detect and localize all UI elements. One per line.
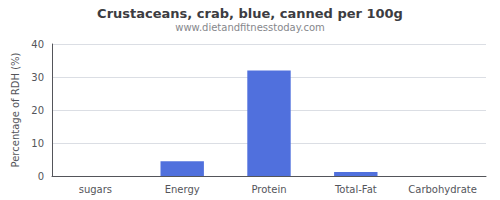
svg-text:40: 40 [31, 39, 44, 50]
svg-text:Total-Fat: Total-Fat [334, 184, 377, 195]
svg-text:10: 10 [31, 138, 44, 149]
svg-text:0: 0 [38, 171, 44, 182]
svg-text:sugars: sugars [79, 184, 112, 195]
svg-text:Protein: Protein [251, 184, 286, 195]
svg-text:Crustaceans, crab, blue, canne: Crustaceans, crab, blue, canned per 100g [97, 6, 403, 21]
svg-text:www.dietandfitnesstoday.com: www.dietandfitnesstoday.com [175, 22, 324, 33]
svg-text:Carbohydrate: Carbohydrate [408, 184, 477, 195]
svg-text:30: 30 [31, 72, 44, 83]
svg-text:20: 20 [31, 105, 44, 116]
svg-text:Percentage of RDH (%): Percentage of RDH (%) [10, 52, 21, 167]
svg-text:Energy: Energy [165, 184, 200, 195]
